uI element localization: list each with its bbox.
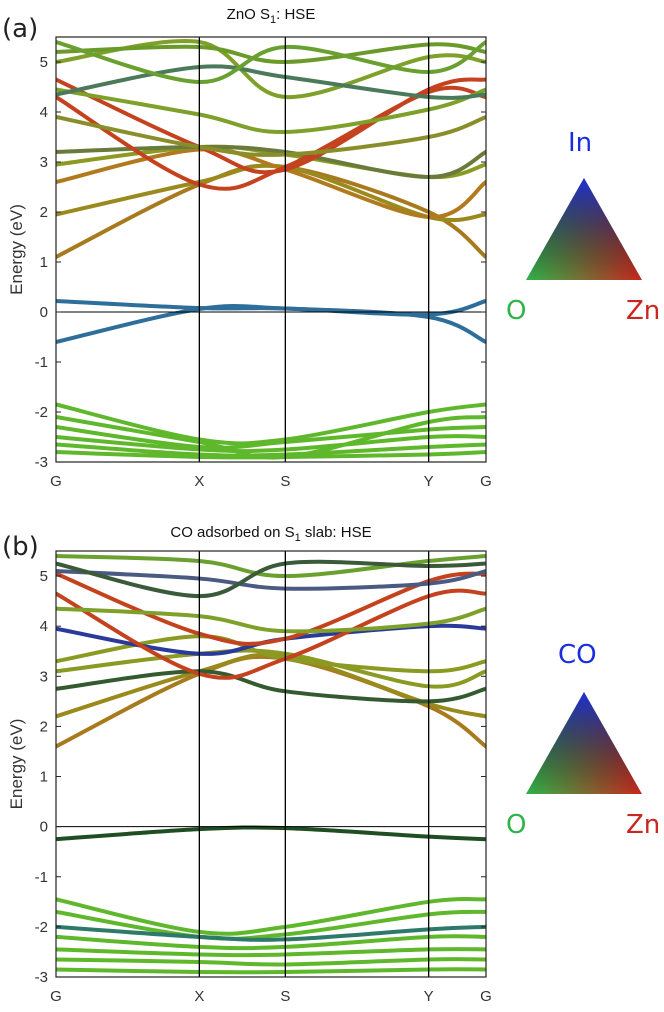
y-tick-label: 4 — [40, 618, 48, 635]
band-line — [56, 559, 486, 599]
panel-0-bands — [56, 39, 486, 460]
y-tick-label: 1 — [40, 254, 48, 271]
band-line — [56, 77, 486, 175]
y-tick-label: -2 — [35, 919, 48, 936]
plot-frame — [55, 550, 487, 978]
y-tick-label: 1 — [40, 769, 48, 786]
y-tick-label: 5 — [40, 568, 48, 585]
x-tick-label: S — [280, 473, 290, 490]
band-line — [56, 957, 486, 967]
chart-title: ZnO S1: HSE — [227, 6, 316, 26]
band-line — [56, 304, 486, 344]
triangle-b-right-label: Zn — [626, 810, 661, 840]
y-axis-label: Energy (eV) — [7, 204, 26, 295]
y-tick-label: -2 — [35, 404, 48, 421]
triangle-b-top-label: CO — [558, 640, 597, 670]
triangle-a-left-label: O — [506, 296, 527, 326]
y-tick-label: 2 — [40, 204, 48, 221]
x-tick-label: X — [194, 988, 204, 1005]
y-tick-label: 3 — [40, 668, 48, 685]
x-tick-label: G — [50, 473, 62, 490]
y-tick-label: 2 — [40, 718, 48, 735]
band-line — [56, 825, 486, 842]
chart-title: CO adsorbed on S1 slab: HSE — [170, 524, 371, 544]
y-tick-label: 4 — [40, 104, 48, 121]
band-line — [56, 947, 486, 958]
panel-b-letter: (b) — [2, 532, 39, 562]
triangle-b-left-label: O — [506, 810, 527, 840]
band-line — [56, 967, 486, 975]
y-axis-label: Energy (eV) — [7, 719, 26, 810]
y-tick-label: -1 — [35, 354, 48, 371]
band-line — [56, 425, 486, 450]
plot-frame — [55, 36, 487, 463]
y-tick-label: -1 — [35, 869, 48, 886]
x-tick-label: Y — [424, 473, 434, 490]
y-tick-label: -3 — [35, 969, 48, 986]
y-tick-label: 0 — [40, 304, 48, 321]
triangle-a-top-label: In — [568, 128, 593, 158]
y-tick-label: -3 — [35, 454, 48, 471]
band-line — [56, 163, 486, 259]
panel-a-letter: (a) — [2, 14, 39, 44]
triangle-a-right-label: Zn — [626, 296, 661, 326]
x-tick-label: X — [194, 473, 204, 490]
composition-triangle-overlay — [526, 178, 642, 280]
panel-1-bands — [56, 554, 486, 975]
x-tick-label: G — [480, 988, 492, 1005]
y-tick-label: 5 — [40, 54, 48, 71]
band-line — [56, 669, 486, 704]
x-tick-label: G — [480, 473, 492, 490]
y-tick-label: 3 — [40, 154, 48, 171]
composition-triangle-overlay — [526, 692, 642, 794]
x-tick-label: S — [280, 988, 290, 1005]
y-tick-label: 0 — [40, 819, 48, 836]
x-tick-label: G — [50, 988, 62, 1005]
x-tick-label: Y — [424, 988, 434, 1005]
